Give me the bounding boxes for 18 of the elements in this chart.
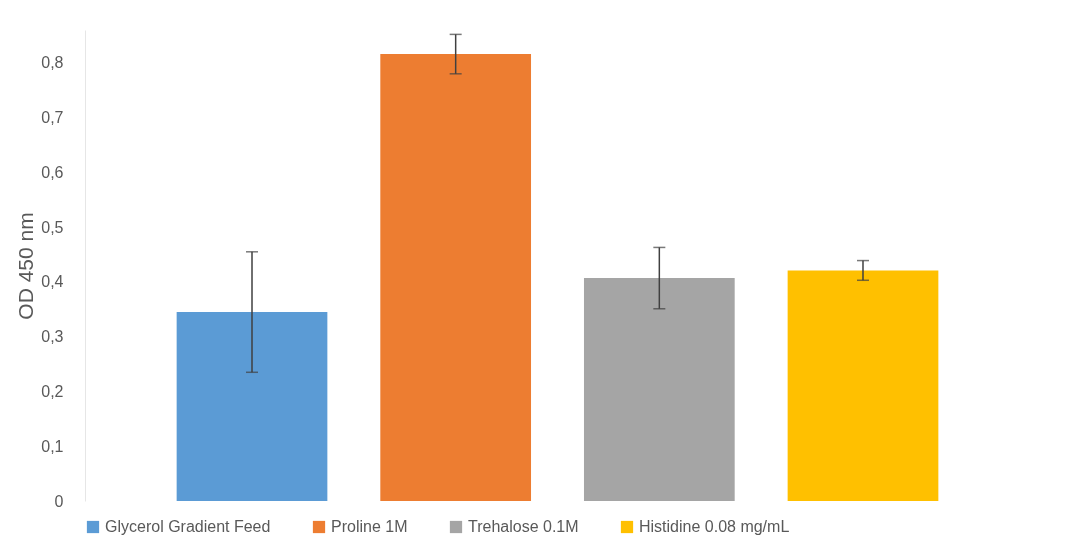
- y-tick-label: 0,6: [41, 163, 64, 181]
- y-tick-label: 0,5: [41, 218, 64, 236]
- y-axis-title: OD 450 nm: [14, 212, 38, 320]
- legend-label: Proline 1M: [331, 518, 408, 535]
- legend-label: Histidine 0.08 mg/mL: [639, 518, 790, 535]
- bar: [787, 270, 939, 501]
- bar: [583, 278, 735, 501]
- y-tick-label: 0,7: [41, 109, 64, 127]
- legend-label: Trehalose 0.1M: [468, 518, 579, 535]
- bar: [380, 54, 532, 501]
- y-tick-label: 0,2: [41, 382, 64, 400]
- y-tick-label: 0,4: [41, 273, 64, 291]
- y-tick-label: 0,1: [41, 437, 64, 455]
- legend-label: Glycerol Gradient Feed: [105, 518, 271, 535]
- bar: [176, 312, 328, 501]
- y-tick-label: 0,3: [41, 328, 64, 346]
- y-tick-label: 0: [54, 492, 64, 510]
- y-tick-label: 0,8: [41, 54, 64, 72]
